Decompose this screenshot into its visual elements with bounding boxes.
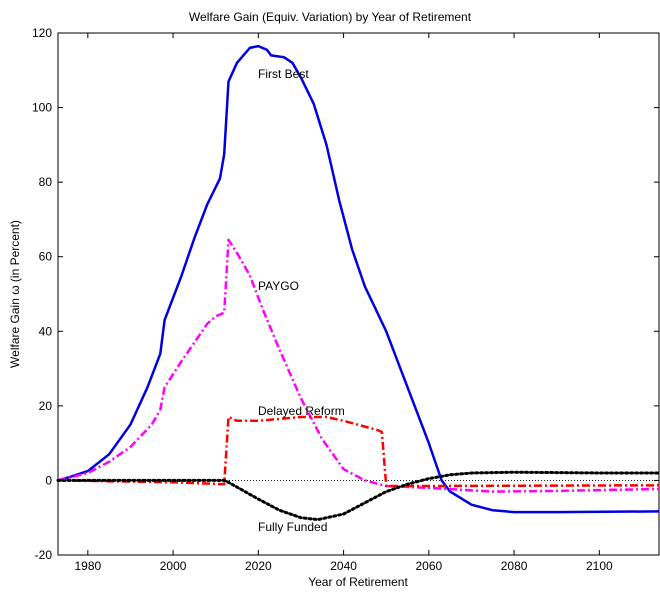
x-tick-label: 1980 bbox=[74, 559, 101, 573]
x-tick-label: 2020 bbox=[245, 559, 272, 573]
series-label: First Best bbox=[258, 67, 309, 81]
x-axis-label: Year of Retirement bbox=[308, 575, 408, 589]
y-tick-label: 120 bbox=[32, 26, 52, 40]
series-label: PAYGO bbox=[258, 279, 299, 293]
series-line bbox=[56, 470, 660, 522]
x-tick-label: 2080 bbox=[501, 559, 528, 573]
x-tick-label: 2040 bbox=[330, 559, 357, 573]
x-tick-label: 2000 bbox=[160, 559, 187, 573]
series-line bbox=[57, 415, 660, 488]
series-line bbox=[57, 44, 660, 514]
y-tick-label: 100 bbox=[32, 101, 52, 115]
x-tick-label: 2100 bbox=[586, 559, 613, 573]
x-tick-label: 2060 bbox=[415, 559, 442, 573]
series-label: Fully Funded bbox=[258, 520, 327, 534]
chart-title: Welfare Gain (Equiv. Variation) by Year … bbox=[189, 10, 472, 24]
y-tick-label: 80 bbox=[39, 175, 53, 189]
y-tick-label: 40 bbox=[39, 324, 53, 338]
plot-frame bbox=[57, 32, 660, 556]
y-axis-label: Welfare Gain ω (in Percent) bbox=[8, 220, 22, 368]
y-tick-label: 60 bbox=[39, 250, 53, 264]
y-tick-label: 0 bbox=[45, 473, 52, 487]
series-line bbox=[57, 238, 660, 493]
y-tick-label: 20 bbox=[39, 399, 53, 413]
y-tick-label: -20 bbox=[35, 548, 53, 562]
series-label: Delayed Reform bbox=[258, 404, 345, 418]
